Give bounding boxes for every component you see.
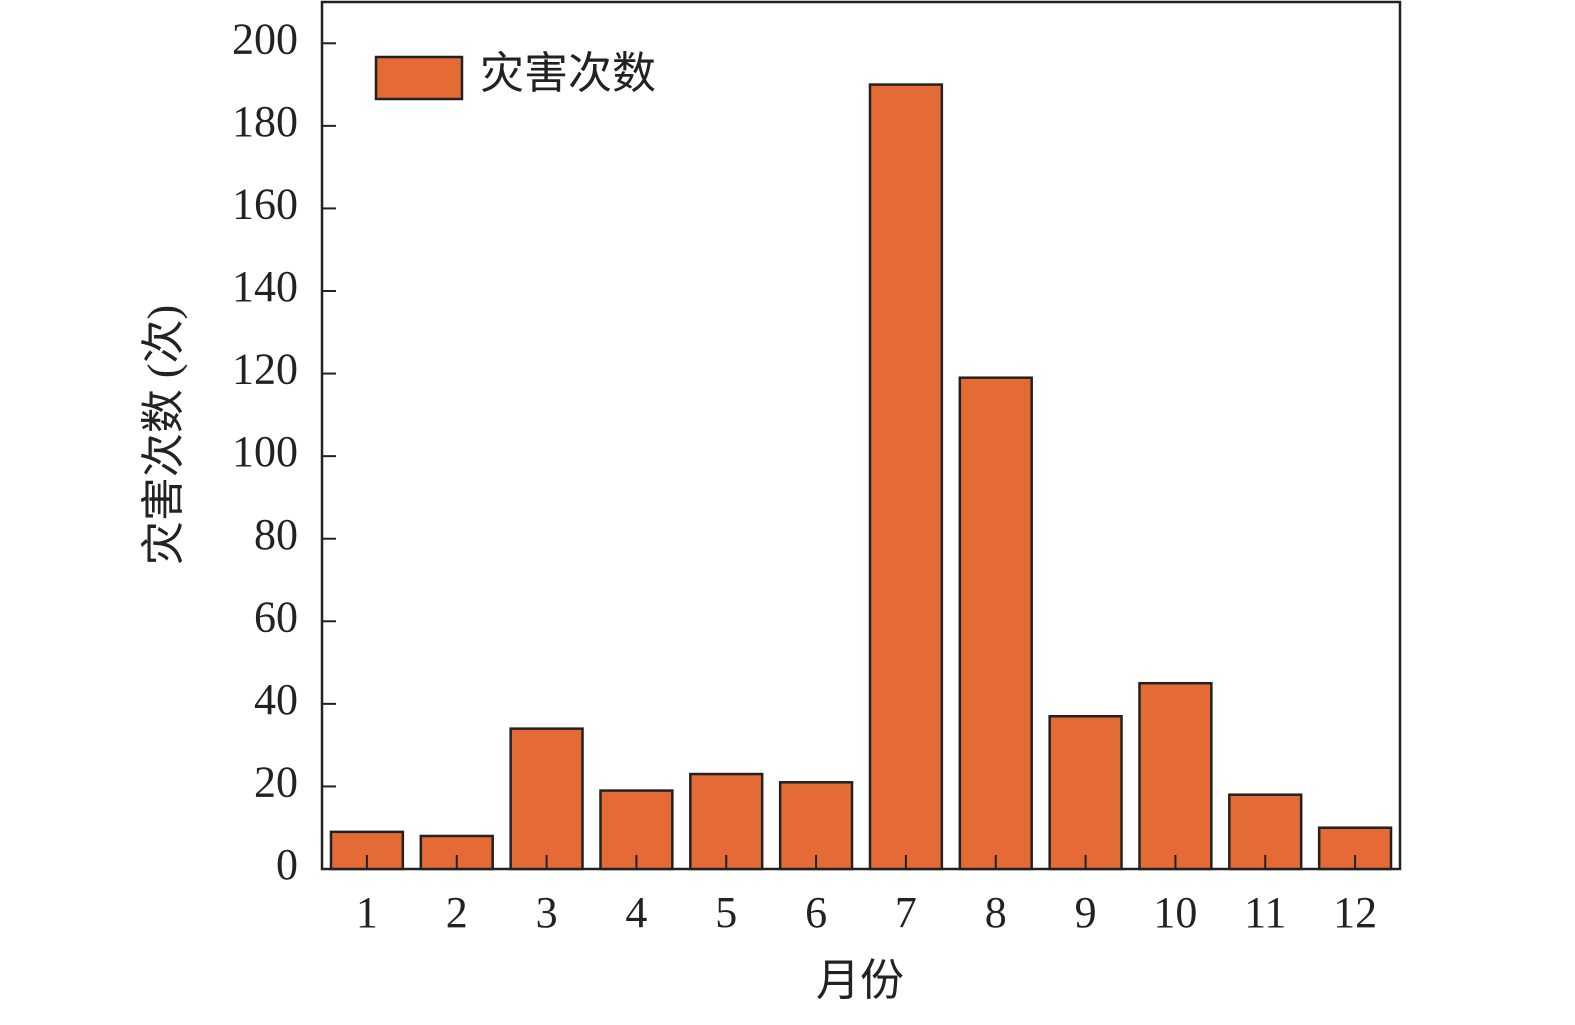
bar xyxy=(509,727,584,871)
x-tick-label: 1 xyxy=(356,888,378,937)
y-tick-label: 120 xyxy=(232,345,298,394)
y-tick-label: 0 xyxy=(276,840,298,889)
x-tick-label: 4 xyxy=(625,888,647,937)
x-tick-label: 5 xyxy=(715,888,737,937)
y-tick-label: 80 xyxy=(254,510,298,559)
bar xyxy=(689,772,764,871)
x-tick-label: 7 xyxy=(895,888,917,937)
x-axis-label: 月份 xyxy=(816,956,904,1005)
x-tick-label: 9 xyxy=(1075,888,1097,937)
y-tick-label: 20 xyxy=(254,758,298,807)
legend-swatch xyxy=(374,55,464,101)
y-tick-label: 160 xyxy=(232,180,298,229)
y-tick-label: 180 xyxy=(232,97,298,146)
x-tick-label: 6 xyxy=(805,888,827,937)
x-tick-label: 3 xyxy=(536,888,558,937)
y-tick-label: 100 xyxy=(232,427,298,476)
y-tick-label: 40 xyxy=(254,675,298,724)
y-axis-label: 灾害次数 (次) xyxy=(139,305,188,565)
y-tick-label: 60 xyxy=(254,592,298,641)
x-tick-label: 11 xyxy=(1244,888,1286,937)
y-tick-label: 200 xyxy=(232,14,298,63)
x-tick-label: 2 xyxy=(446,888,468,937)
bar xyxy=(1138,681,1213,871)
plot-frame xyxy=(320,0,1402,871)
x-tick-label: 12 xyxy=(1333,888,1377,937)
bar xyxy=(958,376,1033,871)
bar xyxy=(778,781,854,871)
y-tick-label: 140 xyxy=(232,262,298,311)
x-tick-label: 10 xyxy=(1153,888,1197,937)
bar xyxy=(868,83,944,871)
legend-label: 灾害次数 xyxy=(480,49,656,98)
x-tick-label: 8 xyxy=(985,888,1007,937)
bar xyxy=(1048,714,1123,871)
